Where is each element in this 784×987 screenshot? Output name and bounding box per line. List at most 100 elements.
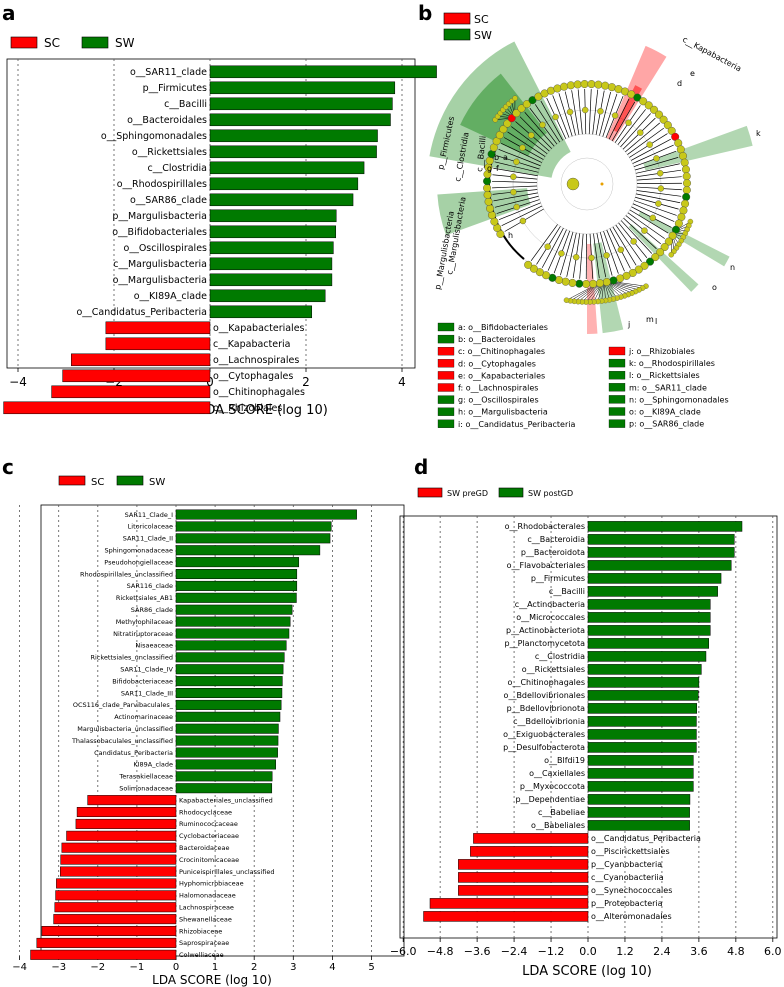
x-tick-label: −6.0 [390,945,417,958]
tree-leaf-node [495,131,504,140]
x-tick-label: −2.4 [501,945,528,958]
short-label-n: n [730,263,735,272]
tree-leaf-node [486,204,495,213]
bar-label: c__Kapabacteria [213,339,290,350]
bar-label: o__Chitinophagales [508,678,585,687]
bar-label: o__SAR86_clade [130,195,207,206]
x-tick-label: −4 [12,962,27,973]
x-tick-label: −4 [9,375,27,389]
bar [175,759,276,770]
bar [209,177,359,191]
tree-leaf-node [483,177,492,186]
bar [209,273,333,287]
bar [175,509,357,520]
bar-label: Nisaeaceae [135,642,173,650]
bar-label: o__Rhodospirillales [117,179,207,190]
tree-leaf-node [524,260,533,269]
bar [587,651,707,662]
bar-label: Rhizobiaceae [179,927,222,935]
tree-branch [615,224,642,262]
legend-swatch-postGD [498,487,524,498]
bar [61,842,177,853]
bar-label: c__Clostridia [535,652,585,661]
bar-label: Lachnospiraceae [179,903,234,911]
tree-branch [498,149,541,167]
bar-label: SAR11_Clade_I [125,511,173,519]
bar-label: p__Bacteroidota [521,548,585,557]
bar-label: c__Cyanobacteriia [591,873,664,882]
tree-branch [627,212,665,239]
tree-branch [629,209,669,234]
bar-label: o__Bdellovibrionales [504,691,585,700]
tree-fan-node [668,251,675,258]
bar-label: o__Rhizobiales [213,403,282,414]
x-tick-label: −3.6 [464,945,491,958]
tree-branch [530,224,558,262]
tree-inner-node [519,217,527,225]
tree-leaf-node [682,186,691,195]
key-swatch [608,371,626,380]
bar-label: SAR86_clade [131,606,173,614]
tree-inner-node [617,246,625,254]
bar [175,640,287,651]
bar [423,911,589,922]
bar-label: o__Flavobacteriales [507,561,585,570]
bar-label: o__Caxiellales [529,769,585,778]
legend-label-sc: SC [91,477,104,488]
bar-label: Rickettsiales_AB1 [116,594,173,602]
key-swatch [437,334,455,344]
key-entry: p: o__SAR86_clade [629,420,704,429]
tree-leaf-node [607,83,616,92]
short-label-j: j [627,320,630,329]
tree-branch [593,233,600,279]
bar-label: Cyclobacteriaceae [179,832,239,840]
bar-label: o__Candidatus_Peribacteria [591,834,701,843]
bar-label: o__Babeliales [531,821,585,830]
bar [458,872,589,883]
bar [175,723,279,734]
key-entry: m: o__SAR11_clade [629,383,707,392]
bar-label: p__Cyanobacteria [591,860,662,869]
tree-leaf-node [651,253,660,262]
bar-label: Halomonadaceae [179,892,236,900]
legend-label-sw: SW [149,477,165,488]
bar-label: o__Synechococcales [591,886,672,895]
tree-branch [634,157,679,171]
bar [55,890,177,901]
bar-chart-d: −6.0 −4.8 −3.6 −2.4 −1.2 0.0 1.2 2.4 3.6 4.8 6.0 o_… [390,515,782,958]
legend-c: SC SW [58,475,165,488]
bar-label: c__Clostridia [147,163,207,174]
tree-branch [571,90,580,135]
tree-branch [498,202,541,221]
tree-branch [612,226,637,266]
bar [175,771,273,782]
bar-label: p__Desulfobacterota [503,743,585,752]
key-swatch [437,419,455,428]
bar-label: Terasakiellaceae [118,773,173,781]
bar [587,729,697,740]
x-tick-label: 3.6 [690,945,708,958]
tree-branch [632,203,675,222]
bar-label: o__Bifidobacteriales [112,227,207,238]
tree-inner-node [566,108,574,116]
bar-label: o__Rickettsiales [132,147,207,158]
key-entry: k: o__Rhodospirillales [629,359,715,368]
tree-branch [636,176,682,181]
bar-label: o__Cytophagales [213,371,293,382]
tree-leaf-node [487,211,496,220]
bar-label: Margulisbacteria_unclassified [77,725,173,733]
panel-letter-b: b [418,1,432,25]
bar [175,545,321,556]
bar [587,716,697,727]
bar [587,768,694,779]
tree-inner-node [544,243,551,250]
bar-label: Actinomarinaceae [114,713,173,721]
bar [53,914,177,925]
bar [175,747,278,758]
tree-leaf-node [639,97,648,106]
tree-inner-node [657,185,665,192]
bar-label: Rhodospirillales_unclassified [80,570,173,578]
tree-branch [617,109,646,145]
cladogram-key: a: o__Bifidobacteriales b: o__Bacteroidal… [437,322,729,429]
